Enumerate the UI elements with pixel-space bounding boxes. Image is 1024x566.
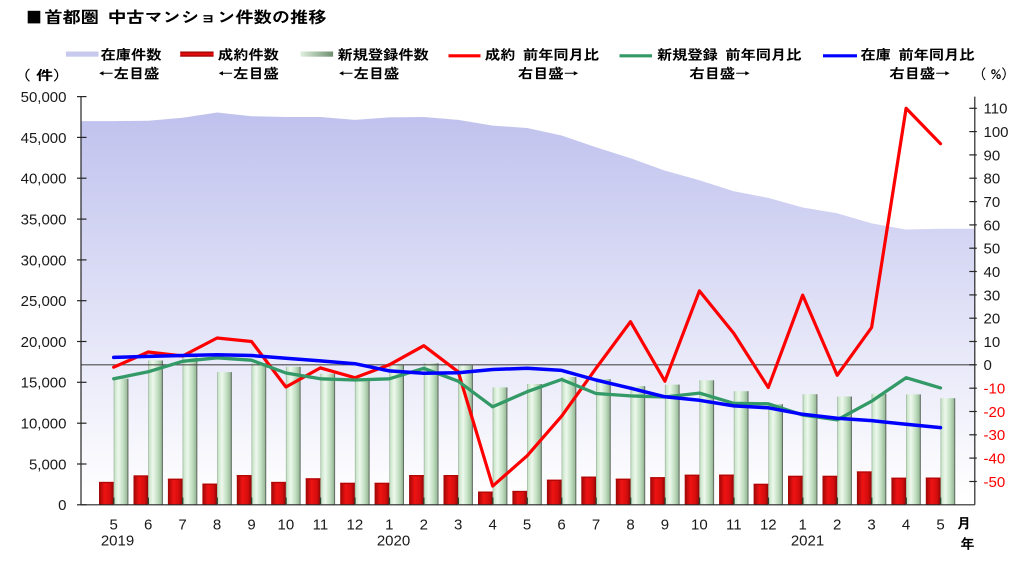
svg-text:5: 5 [110,517,118,534]
svg-text:50: 50 [984,241,1001,258]
svg-text:100: 100 [984,124,1009,141]
svg-text:15,000: 15,000 [21,375,67,392]
svg-text:11: 11 [726,517,742,534]
svg-text:1: 1 [799,517,807,534]
svg-text:20: 20 [984,311,1001,328]
svg-text:60: 60 [984,217,1001,234]
svg-text:35,000: 35,000 [21,212,67,229]
svg-text:70: 70 [984,194,1001,211]
svg-text:110: 110 [984,101,1008,118]
svg-text:5,000: 5,000 [29,456,67,473]
svg-text:11: 11 [313,517,329,534]
svg-text:3: 3 [867,517,875,534]
svg-text:80: 80 [984,171,1001,188]
svg-text:9: 9 [661,517,669,534]
svg-text:45,000: 45,000 [21,130,67,147]
svg-text:8: 8 [626,517,634,534]
svg-text:3: 3 [454,517,462,534]
svg-text:2: 2 [420,517,428,534]
svg-text:12: 12 [760,517,777,534]
svg-text:30,000: 30,000 [21,252,67,269]
svg-text:-20: -20 [984,404,1006,421]
svg-text:12: 12 [347,517,364,534]
svg-text:2019: 2019 [101,532,134,549]
svg-text:2020: 2020 [377,532,410,549]
svg-text:0: 0 [58,497,66,514]
svg-text:40: 40 [984,264,1001,281]
svg-text:1: 1 [385,517,393,534]
svg-text:10,000: 10,000 [21,416,67,433]
svg-text:50,000: 50,000 [21,89,67,106]
svg-text:2021: 2021 [791,532,824,549]
svg-text:-10: -10 [984,381,1006,398]
svg-text:5: 5 [523,517,531,534]
svg-text:-40: -40 [984,451,1006,468]
svg-text:7: 7 [592,517,600,534]
svg-text:30: 30 [984,287,1001,304]
svg-text:-50: -50 [984,474,1006,491]
svg-text:-30: -30 [984,427,1006,444]
svg-text:10: 10 [984,334,1001,351]
svg-text:40,000: 40,000 [21,171,67,188]
svg-text:6: 6 [557,517,565,534]
svg-text:90: 90 [984,147,1001,164]
svg-text:2: 2 [833,517,841,534]
svg-text:20,000: 20,000 [21,334,67,351]
svg-text:4: 4 [902,517,910,534]
svg-text:7: 7 [178,517,186,534]
svg-text:5: 5 [936,517,944,534]
svg-text:10: 10 [691,517,708,534]
svg-text:25,000: 25,000 [21,293,67,310]
svg-text:9: 9 [247,517,255,534]
svg-text:4: 4 [489,517,497,534]
svg-text:10: 10 [278,517,295,534]
svg-text:0: 0 [984,357,992,374]
svg-text:8: 8 [213,517,221,534]
svg-text:6: 6 [144,517,152,534]
